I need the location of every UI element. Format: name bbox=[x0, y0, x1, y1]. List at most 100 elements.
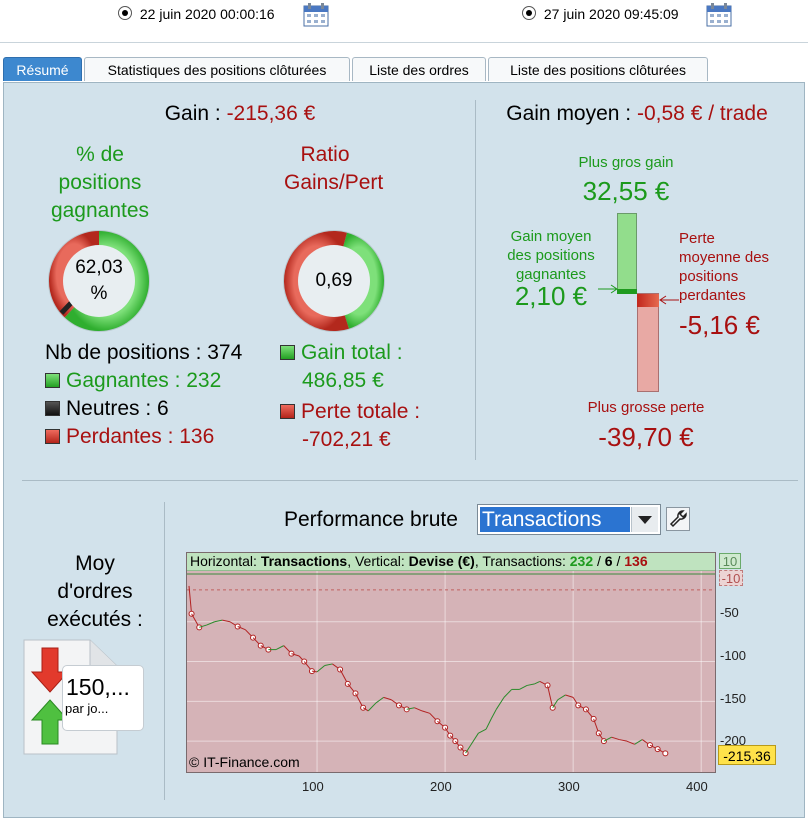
red-square-icon bbox=[45, 429, 60, 444]
perte-totale-value: -702,21 € bbox=[302, 428, 391, 451]
calendar-icon[interactable] bbox=[303, 3, 329, 27]
win-pct-value-line: % bbox=[90, 283, 108, 304]
final-value-label: -215,36 bbox=[718, 745, 776, 765]
win-pct-title: % de positions gagnantes bbox=[20, 141, 180, 225]
gain-label: Gain : bbox=[164, 102, 221, 125]
series-segment bbox=[478, 728, 487, 734]
header-divider bbox=[0, 42, 808, 43]
gain-value: -215,36 € bbox=[226, 102, 316, 125]
gain-total: Gain total : bbox=[280, 339, 420, 367]
plus-gros-gain-label: Plus gros gain bbox=[578, 154, 674, 171]
series-segment bbox=[311, 670, 318, 673]
perte-totale: Perte totale : bbox=[280, 398, 420, 426]
series-segment bbox=[206, 621, 215, 626]
label-line: positions bbox=[679, 268, 739, 285]
performance-chart[interactable]: Horizontal: Transactions, Vertical: Devi… bbox=[186, 552, 716, 773]
y-tick-label: -100 bbox=[720, 648, 747, 663]
bottom-vertical-divider bbox=[164, 502, 165, 800]
series-segment bbox=[534, 680, 541, 685]
series-segment bbox=[547, 685, 554, 708]
moy-ordres-title-line: d'ordres bbox=[57, 580, 133, 603]
legend-neutres: Neutres : 6 bbox=[45, 395, 242, 423]
chart-header-text: / bbox=[612, 553, 625, 569]
gain-total-value: 486,85 € bbox=[302, 369, 384, 392]
chevron-down-icon[interactable] bbox=[631, 507, 658, 532]
performance-chart-svg bbox=[187, 570, 715, 772]
x-tick-label: 200 bbox=[430, 779, 452, 794]
series-segment bbox=[526, 683, 535, 686]
series-segment bbox=[619, 739, 628, 742]
date-to-text: 27 juin 2020 09:45:09 bbox=[543, 6, 679, 22]
y-tick-label: -150 bbox=[720, 691, 747, 706]
tab-resume[interactable]: Résumé bbox=[3, 57, 82, 81]
ref-bottom-label: -10 bbox=[719, 570, 743, 586]
label-line: perdantes bbox=[679, 287, 746, 304]
date-to-radio[interactable] bbox=[522, 6, 536, 20]
tab-statistiques[interactable]: Statistiques des positions clôturées bbox=[84, 57, 350, 81]
chart-header-text: 232 bbox=[569, 553, 594, 569]
series-segment bbox=[316, 665, 326, 673]
loss-range-bar bbox=[637, 293, 659, 392]
series-segment bbox=[490, 709, 497, 720]
perte-moyenne-label: Perte moyenne des positions perdantes bbox=[679, 229, 799, 305]
series-segment bbox=[188, 585, 193, 614]
arrow-right-icon bbox=[598, 284, 618, 294]
chart-header-text: 136 bbox=[624, 553, 648, 569]
chart-header: Horizontal: Transactions, Vertical: Devi… bbox=[187, 553, 715, 571]
label-line: des positions bbox=[507, 247, 595, 264]
gain-moyen-value: -0,58 € / trade bbox=[637, 102, 768, 125]
loss-point bbox=[188, 610, 195, 617]
vertical-divider bbox=[475, 100, 476, 460]
series-segment bbox=[291, 653, 300, 657]
win-pct-value-line: 62,03 bbox=[75, 257, 123, 278]
moy-ordres-title-line: Moy bbox=[75, 552, 115, 575]
moy-ordres-unit: par jo... bbox=[65, 701, 109, 716]
red-square-icon bbox=[280, 404, 295, 419]
performance-select[interactable]: Transactions bbox=[477, 504, 661, 535]
y-tick-label: -50 bbox=[720, 605, 739, 620]
gain-moyen-gagnantes-value: 2,10 € bbox=[514, 281, 588, 311]
series-segment bbox=[626, 740, 635, 745]
date-from-radio[interactable] bbox=[118, 6, 132, 20]
series-segment bbox=[503, 689, 513, 698]
plus-grosse-perte-value: -39,70 € bbox=[598, 422, 694, 452]
series-segment bbox=[465, 744, 472, 754]
series-segment bbox=[214, 619, 223, 623]
moy-ordres-card: 150,... par jo... bbox=[62, 665, 144, 731]
chart-header-text: 6 bbox=[604, 553, 613, 569]
tab-liste-positions[interactable]: Liste des positions clôturées bbox=[488, 57, 708, 81]
series-segment bbox=[634, 739, 643, 745]
series-segment bbox=[485, 718, 492, 730]
black-square-icon bbox=[45, 401, 60, 416]
x-tick-label: 100 bbox=[302, 779, 324, 794]
series-segment bbox=[222, 619, 231, 623]
label-line: Gain moyen bbox=[510, 228, 592, 245]
arrow-left-icon bbox=[659, 295, 679, 305]
date-to[interactable]: 27 juin 2020 09:45:09 bbox=[522, 6, 679, 22]
chart-header-text: , Vertical: bbox=[347, 553, 409, 569]
tab-liste-ordres[interactable]: Liste des ordres bbox=[352, 57, 486, 81]
loss-point bbox=[234, 623, 241, 630]
performance-title: Performance brute bbox=[284, 508, 458, 531]
gain-row: Gain : -215,36 € bbox=[0, 102, 480, 126]
chart-header-text: Transactions bbox=[260, 553, 348, 569]
series-segment bbox=[557, 694, 566, 701]
ratio-title-line: Ratio bbox=[300, 143, 350, 166]
date-from[interactable]: 22 juin 2020 00:00:16 bbox=[118, 6, 275, 22]
perte-totale-label: Perte totale : bbox=[301, 400, 421, 423]
chart-header-text: / bbox=[593, 553, 605, 569]
avg-loss-marker bbox=[637, 294, 659, 307]
totals-block: Gain total : 486,85 € Perte totale : -70… bbox=[280, 339, 420, 454]
perdantes-text: Perdantes : 136 bbox=[66, 425, 215, 448]
gagnantes-text: Gagnantes : 232 bbox=[66, 369, 222, 392]
neutres-text: Neutres : 6 bbox=[66, 397, 169, 420]
chart-header-text: Horizontal: bbox=[190, 553, 261, 569]
wrench-icon[interactable] bbox=[666, 507, 690, 531]
gain-moyen-gagnantes-label: Gain moyen des positions gagnantes bbox=[488, 227, 614, 284]
chart-header-text: Devise (€) bbox=[408, 553, 475, 569]
ratio-title: Ratio Gains/Pert bbox=[262, 141, 388, 197]
positions-count: Nb de positions : 374 bbox=[45, 341, 243, 364]
series-segment bbox=[367, 702, 377, 712]
calendar-icon[interactable] bbox=[706, 3, 732, 27]
avg-gain-marker bbox=[617, 289, 637, 294]
